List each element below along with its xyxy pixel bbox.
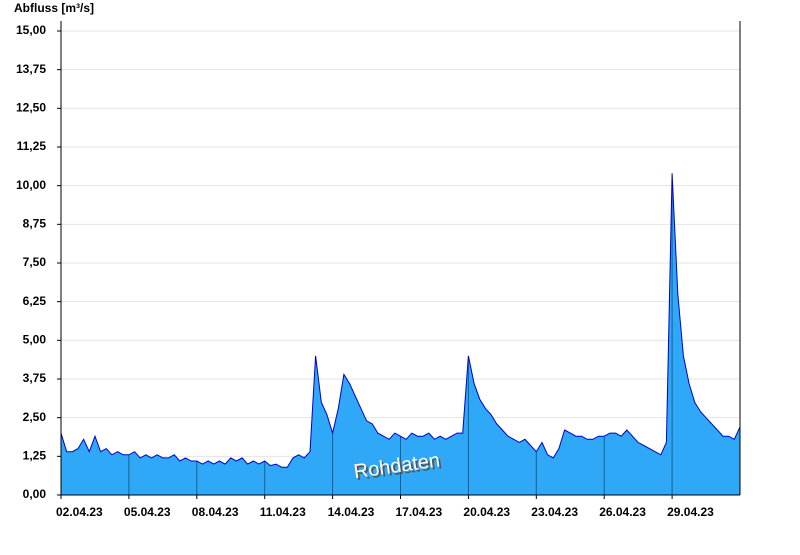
x-tick-label: 02.04.23	[56, 505, 103, 519]
y-tick-label: 8,75	[23, 217, 47, 231]
y-tick-label: 15,00	[16, 23, 46, 37]
x-tick-label: 20.04.23	[463, 505, 510, 519]
series-line	[60, 173, 741, 468]
y-tick-label: 1,25	[23, 449, 47, 463]
y-tick-label: 0,00	[23, 487, 47, 501]
x-tick-label: 26.04.23	[599, 505, 646, 519]
x-tick-label: 11.04.23	[260, 505, 306, 519]
x-tick-label: 05.04.23	[124, 505, 171, 519]
y-tick-label: 11,25	[17, 139, 47, 153]
y-tick-label: 6,25	[23, 294, 47, 308]
x-tick-label: 29.04.23	[667, 505, 714, 519]
x-tick-label: 17.04.23	[396, 505, 443, 519]
y-tick-label: 12,50	[16, 101, 46, 115]
y-tick-label: 7,50	[23, 255, 47, 269]
y-tick-label: 5,00	[23, 333, 47, 347]
x-tick-label: 08.04.23	[192, 505, 239, 519]
y-tick-label: 13,75	[16, 62, 46, 76]
x-tick-label: 14.04.23	[328, 505, 375, 519]
y-tick-label: 10,00	[16, 178, 46, 192]
x-tick-label: 23.04.23	[531, 505, 578, 519]
y-tick-label: 2,50	[23, 410, 47, 424]
chart-title: Abfluss [m³/s]	[14, 1, 94, 15]
y-tick-label: 3,75	[23, 371, 47, 385]
